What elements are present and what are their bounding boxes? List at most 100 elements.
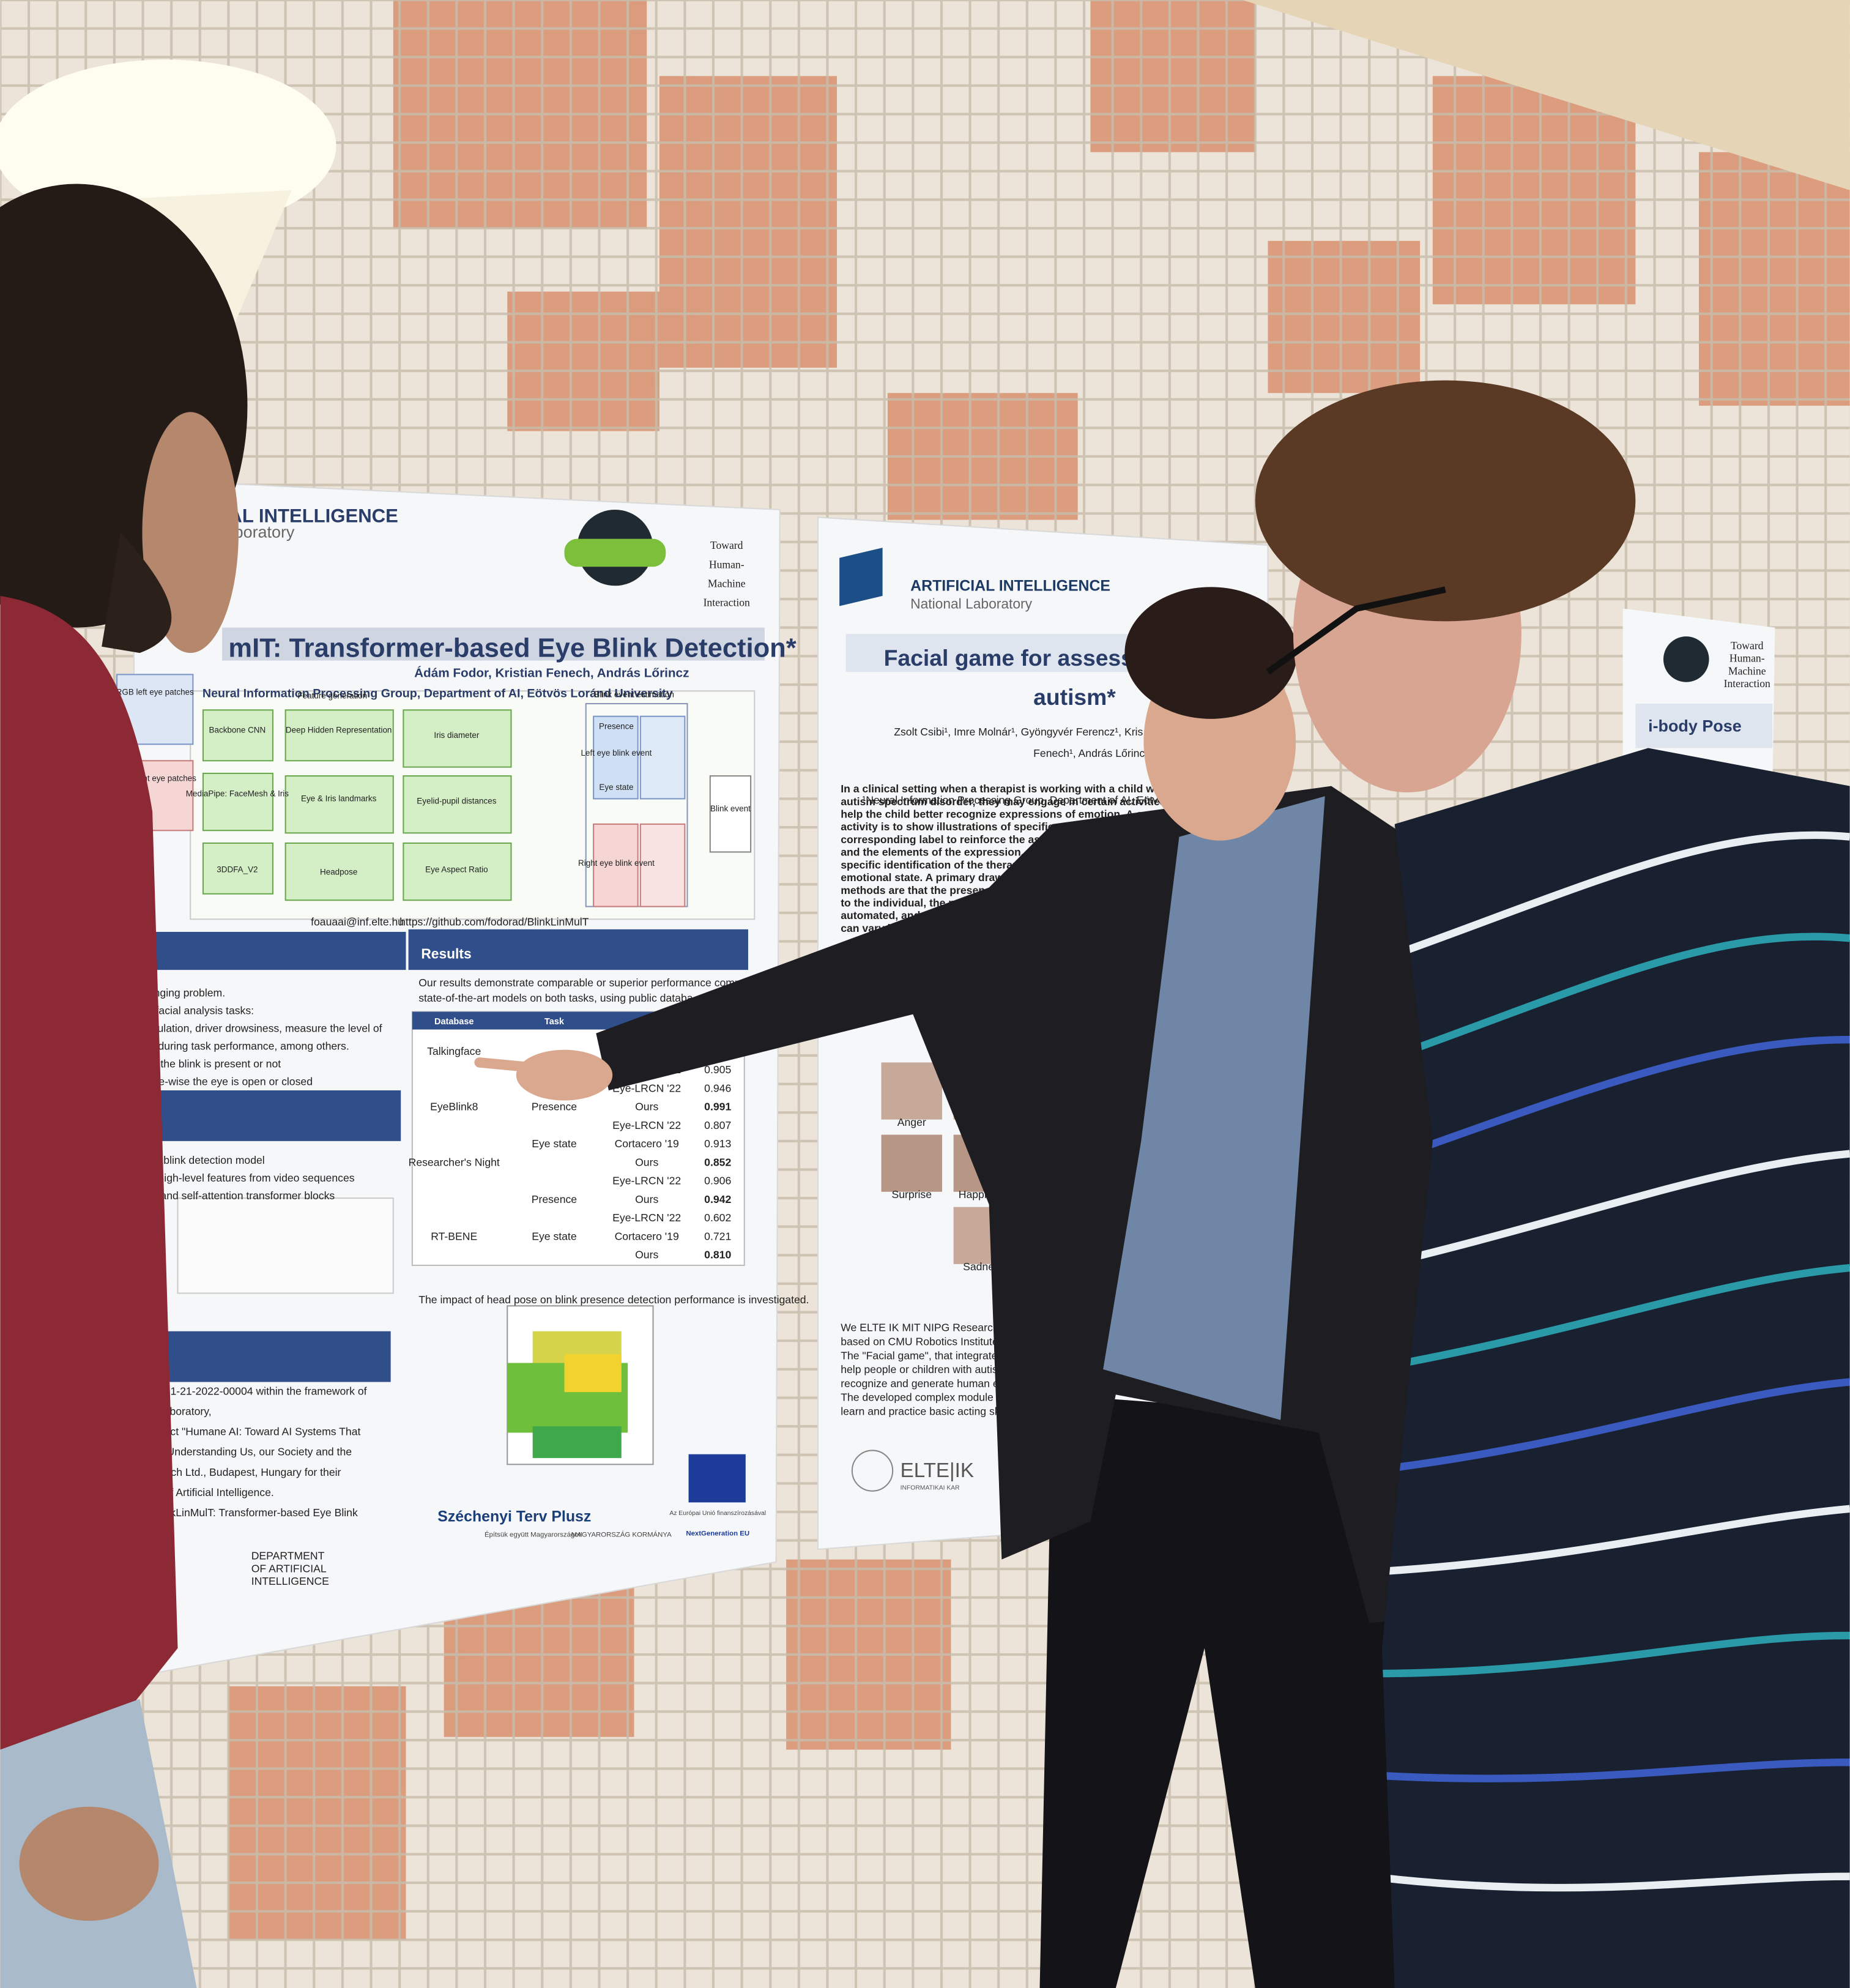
ack-line: nt of Artificial Intelligence. (152, 1486, 274, 1498)
shape (228, 1686, 406, 1940)
diagram-box-label: MediaPipe: FaceMesh & Iris (186, 789, 289, 798)
repo: https://github.com/fodorad/BlinkLinMulT (399, 916, 589, 928)
ai-logo (839, 548, 883, 606)
shape (881, 1134, 942, 1192)
table-cell: 0.906 (704, 1175, 731, 1187)
poster-affiliation: ¹Neural Information Processing Group, De… (862, 794, 1178, 806)
shape (1381, 1505, 1850, 1576)
person-right (1255, 380, 1850, 1988)
emotion-label: Anger (897, 1116, 926, 1128)
poster-subheader: National Laboratory (910, 596, 1032, 612)
eu-text: Az Európai Unió finanszírozásával (669, 1510, 766, 1517)
bottom-line: learn and practice basic acting skill (841, 1405, 1007, 1417)
diagram-box-label: Blink event (710, 804, 751, 813)
shape (709, 775, 752, 853)
poster-title: Facial game for assessm (884, 645, 1154, 671)
table-cell: Eye state (532, 1137, 577, 1150)
far-poster (1622, 608, 1775, 797)
table-cell: RT-BENE (431, 1230, 477, 1242)
far-logo (1663, 636, 1709, 682)
shape (202, 842, 273, 895)
shape (403, 842, 512, 901)
shape (639, 823, 686, 907)
shape (142, 412, 239, 653)
diagram-box-label: Iris diameter (434, 731, 480, 740)
table-cell: 0.602 (704, 1212, 731, 1224)
shape (887, 393, 1078, 520)
table-cell: 0.721 (704, 1230, 731, 1242)
person-left (0, 184, 248, 1988)
bottom-line: based on CMU Robotics Institute's D (841, 1335, 1016, 1347)
section-bars (137, 929, 748, 1382)
logo-line: Toward (710, 539, 743, 551)
shape (593, 823, 639, 907)
far-title-band (1635, 703, 1773, 748)
shape (137, 931, 406, 970)
caption: The impact of head pose on blink presenc… (418, 1294, 809, 1306)
ack-line: roject "Humane AI: Toward AI Systems Tha… (152, 1426, 360, 1438)
shape (403, 709, 512, 768)
shape (1381, 1035, 1850, 1171)
shape (19, 1806, 159, 1921)
diagram-box-label: Presence (599, 721, 634, 731)
poster-authors: Fenech¹, András Lőrincz¹ (1033, 747, 1154, 759)
shape (1381, 1150, 1850, 1272)
diagram-box-label: 3DDFA_V2 (217, 865, 258, 874)
table-cell: Cortacero '19 (615, 1230, 679, 1242)
shape (474, 1057, 538, 1073)
table-cell: 0.942 (704, 1193, 731, 1205)
bottom-line: help people or children with autism (841, 1363, 1006, 1376)
department-line: DEPARTMENT (251, 1550, 325, 1562)
shape (0, 595, 178, 1750)
eu-sub: NextGeneration EU (686, 1530, 749, 1537)
table-cell: Eye-LRCN '22 (612, 1175, 681, 1187)
shape (881, 1062, 942, 1120)
intro-line: gue during task performance, among other… (137, 1040, 349, 1052)
table-cell: Cortacero '19 (615, 1137, 679, 1150)
shape (1381, 1631, 1850, 1678)
eu-flag (688, 1454, 746, 1503)
shape (1103, 796, 1325, 1420)
shape (137, 1090, 401, 1141)
shape (532, 1426, 622, 1458)
poster-title: mIT: Transformer-based Eye Blink Detecti… (228, 633, 796, 663)
shape (593, 715, 639, 800)
table-cell: Presence (532, 1101, 578, 1113)
shape (1381, 1758, 1850, 1782)
table-cell: Researcher's Night (409, 1156, 500, 1168)
shape (1124, 587, 1298, 719)
shape (507, 291, 659, 431)
department-line: INTELLIGENCE (251, 1575, 329, 1587)
shape (284, 709, 394, 762)
logo-line: Interaction (1724, 677, 1770, 690)
logo-line: Human- (709, 558, 745, 570)
bottom-line: The developed complex module will (841, 1391, 1011, 1404)
poster-header: ARTIFICIAL INTELLIGENCE (910, 578, 1110, 595)
section-heading: Results (421, 945, 471, 961)
intro-line: r of facial analysis tasks: (137, 1005, 254, 1017)
results-line: Our results demonstrate comparable or su… (418, 977, 775, 989)
person-middle (474, 587, 1521, 1988)
shape (202, 709, 273, 762)
table-cell: Eye state (532, 1230, 577, 1242)
table-cell: Talkingface (427, 1045, 481, 1057)
poster-header: AL INTELLIGENCE (228, 505, 398, 527)
shape (393, 0, 647, 228)
logo-line: Machine (708, 577, 746, 589)
shape (202, 772, 273, 832)
shape (1381, 1264, 1850, 1373)
title-band (222, 627, 765, 661)
table-cell: 0.810 (704, 1249, 731, 1261)
method-line: ased blink detection model (137, 1154, 265, 1166)
diagram-box-label: RGB left eye patches (116, 687, 194, 696)
diagram-box-label: Eye & Iris landmarks (301, 794, 377, 803)
shape (786, 1559, 951, 1750)
table-cell: 0.913 (704, 1137, 731, 1150)
table-cell: Ours (635, 1156, 658, 1168)
shape (1381, 831, 1850, 1892)
body-line: autism spectrum disorder, they may engag… (841, 795, 1179, 808)
nipg-logo-badge (564, 538, 666, 567)
bottom-line: We ELTE IK MIT NIPG Research Group (841, 1322, 1031, 1334)
ack-line: BlinkLinMulT: Transformer-based Eye Blin… (152, 1506, 358, 1519)
